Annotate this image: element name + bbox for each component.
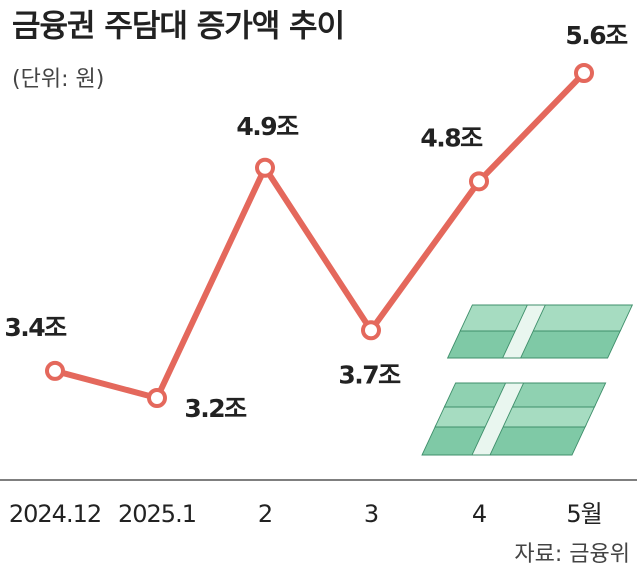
x-tick-label: 5월 (566, 500, 601, 528)
value-label: 3.4조 (4, 313, 67, 342)
value-label: 3.7조 (338, 360, 401, 389)
value-label: 4.8조 (420, 123, 483, 152)
marker (361, 320, 381, 341)
x-tick-label: 4 (472, 500, 486, 528)
marker (469, 171, 489, 192)
value-label: 4.9조 (236, 112, 299, 141)
source: 자료: 금융위 (514, 542, 630, 567)
x-tick-label: 2025.1 (118, 500, 196, 528)
marker (147, 388, 167, 408)
marker (255, 157, 275, 178)
value-label: 3.2조 (184, 394, 247, 423)
money-illustration (421, 304, 634, 456)
chart-subtitle: (단위: 원) (12, 67, 104, 92)
x-tick-label: 3 (364, 500, 378, 528)
line (54, 70, 587, 401)
value-label: 5.6조 (565, 21, 628, 50)
x-tick-label: 2 (258, 500, 272, 528)
x-tick-label: 2024.12 (9, 500, 101, 528)
marker (574, 63, 594, 83)
marker (45, 360, 65, 381)
chart-title: 금융권 주담대 증가액 추이 (12, 9, 344, 45)
